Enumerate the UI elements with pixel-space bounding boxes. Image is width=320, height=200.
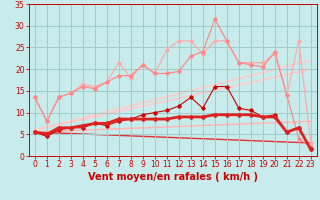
X-axis label: Vent moyen/en rafales ( km/h ): Vent moyen/en rafales ( km/h )	[88, 172, 258, 182]
